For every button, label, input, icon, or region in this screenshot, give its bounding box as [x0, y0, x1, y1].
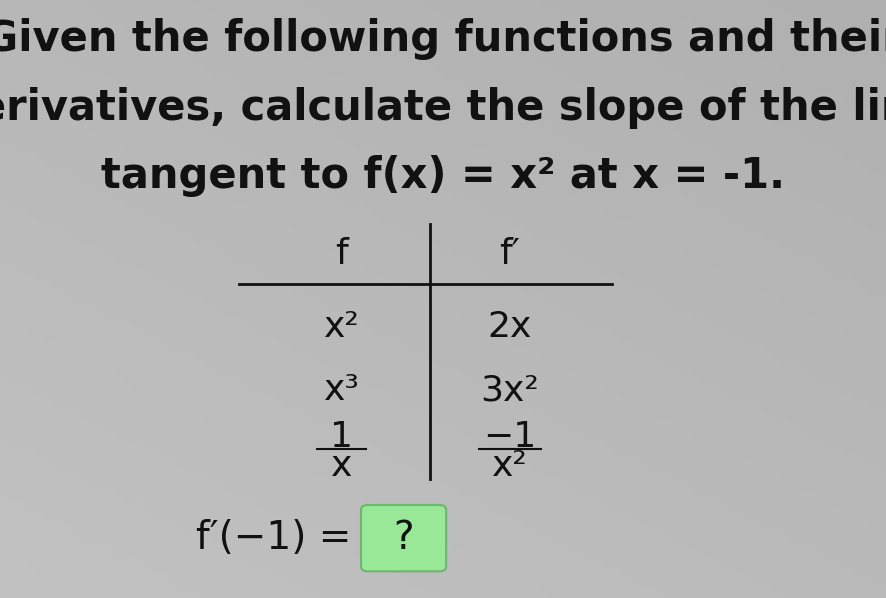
Text: 2x: 2x	[487, 310, 532, 344]
Text: −1: −1	[483, 420, 536, 454]
Text: x: x	[330, 449, 352, 483]
Text: tangent to f(x) = x² at x = -1.: tangent to f(x) = x² at x = -1.	[101, 155, 785, 197]
Text: x²: x²	[323, 310, 359, 344]
Text: 3x²: 3x²	[480, 373, 539, 407]
Text: ?: ?	[392, 519, 414, 557]
Text: x²: x²	[492, 449, 527, 483]
Text: derivatives, calculate the slope of the line: derivatives, calculate the slope of the …	[0, 87, 886, 129]
Text: f′: f′	[499, 237, 520, 271]
Text: 1: 1	[330, 420, 353, 454]
Text: Given the following functions and their: Given the following functions and their	[0, 18, 886, 60]
Text: x³: x³	[323, 373, 359, 407]
FancyBboxPatch shape	[361, 505, 446, 572]
Text: f: f	[335, 237, 347, 271]
Text: f′(−1) =: f′(−1) =	[196, 519, 363, 557]
